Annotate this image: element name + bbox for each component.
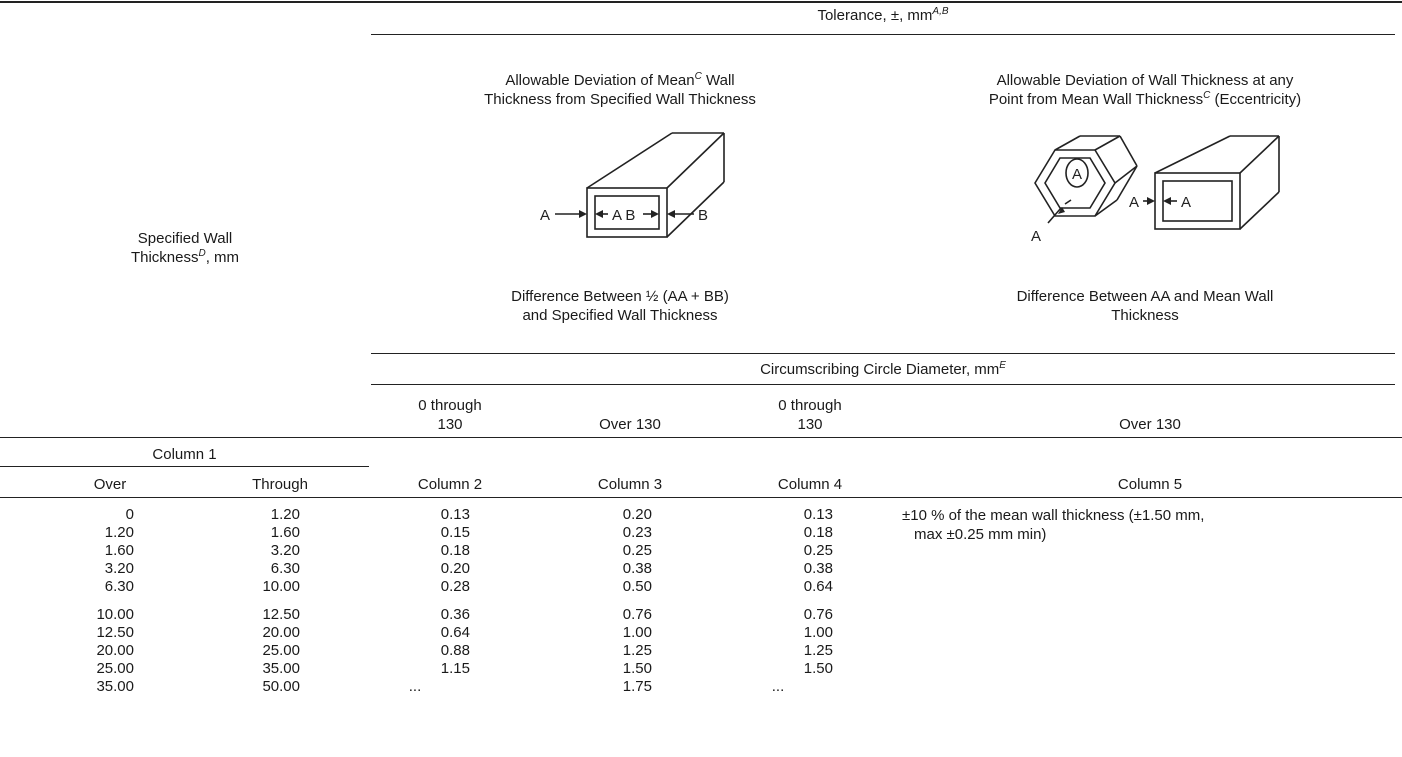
range-col2: 0 through 130 — [418, 397, 482, 433]
table-cell: 10.00 — [262, 578, 300, 595]
table-cell: 0.28 — [440, 578, 470, 595]
eccentricity-figure: A A A A — [1031, 135, 1280, 245]
table-cell: 1.50 — [803, 660, 833, 677]
hex-label-a-outer: A — [1031, 228, 1041, 245]
range-col4: 0 through 130 — [778, 397, 842, 433]
label-b-right: B — [698, 207, 708, 224]
table-cell: 1.25 — [622, 642, 652, 659]
label-ab-inner: A B — [612, 207, 635, 224]
mean-deviation-heading: Allowable Deviation of MeanC Wall Thickn… — [484, 71, 756, 109]
range-header-rule — [0, 437, 1402, 438]
table-cell: 0.88 — [440, 642, 470, 659]
table-cell: 0.20 — [622, 506, 652, 523]
table-cell: 1.15 — [440, 660, 470, 677]
table-cell: 0.18 — [440, 542, 470, 559]
table-cell: 12.50 — [96, 624, 134, 641]
table-cell: 0.13 — [803, 506, 833, 523]
table-cell: 6.30 — [104, 578, 134, 595]
specified-wall-heading: Specified Wall ThicknessD, mm — [130, 230, 240, 266]
table-cell: ... — [408, 678, 422, 695]
table-cell: 0.64 — [440, 624, 470, 641]
table-cell: 1.50 — [622, 660, 652, 677]
eccentricity-heading: Allowable Deviation of Wall Thickness at… — [988, 72, 1302, 108]
column1-rule — [0, 466, 369, 467]
table-cell: 0.36 — [440, 606, 470, 623]
table-cell: 3.20 — [270, 542, 300, 559]
through-heading: Through — [252, 476, 308, 493]
table-cell: 0.13 — [440, 506, 470, 523]
circ-top-rule — [371, 353, 1395, 354]
table-cell: 0.38 — [622, 560, 652, 577]
table-cell: 0.20 — [440, 560, 470, 577]
column1-heading: Column 1 — [152, 446, 217, 463]
table-cell: 35.00 — [96, 678, 134, 695]
column2-heading: Column 2 — [417, 476, 483, 493]
table-cell: 20.00 — [262, 624, 300, 641]
table-cell: 0.25 — [622, 542, 652, 559]
table-cell: 1.60 — [104, 542, 134, 559]
table-cell: 1.20 — [270, 506, 300, 523]
hex-label-a-inner: A — [1072, 166, 1082, 183]
table-cell: 1.25 — [803, 642, 833, 659]
range-col5: Over 130 — [1119, 416, 1181, 433]
table-cell: 0 — [125, 506, 134, 523]
table-cell: 20.00 — [96, 642, 134, 659]
table-cell: 1.75 — [622, 678, 652, 695]
table-cell: 6.30 — [270, 560, 300, 577]
table-top-rule — [0, 1, 1402, 3]
table-cell: 25.00 — [96, 660, 134, 677]
table-cell: 0.23 — [622, 524, 652, 541]
table-cell: 3.20 — [104, 560, 134, 577]
table-cell: 0.38 — [803, 560, 833, 577]
circ-bottom-rule — [371, 384, 1395, 385]
table-cell: 12.50 — [262, 606, 300, 623]
over-heading: Over — [93, 476, 127, 493]
table-cell: 35.00 — [262, 660, 300, 677]
column-header-rule — [0, 497, 1402, 498]
range-col3: Over 130 — [599, 416, 661, 433]
table-cell: 0.25 — [803, 542, 833, 559]
difference-ecc-text: Difference Between AA and Mean Wall Thic… — [1016, 288, 1274, 324]
table-cell: 1.60 — [270, 524, 300, 541]
table-cell: 0.76 — [622, 606, 652, 623]
rect-label-a-outer: A — [1129, 194, 1139, 211]
table-cell: 10.00 — [96, 606, 134, 623]
column5-note: ±10 % of the mean wall thickness (±1.50 … — [902, 507, 1205, 543]
table-cell: ... — [771, 678, 785, 695]
difference-mean-text: Difference Between ½ (AA + BB) and Speci… — [511, 288, 729, 324]
table-cell: 0.64 — [803, 578, 833, 595]
rect-label-a-inner: A — [1181, 194, 1191, 211]
table-cell: 50.00 — [262, 678, 300, 695]
table-cell: 0.76 — [803, 606, 833, 623]
label-a-left: A — [540, 207, 550, 224]
table-cell: 1.00 — [622, 624, 652, 641]
tolerance-rule — [371, 34, 1395, 35]
table-cell: 25.00 — [262, 642, 300, 659]
table-cell: 1.20 — [104, 524, 134, 541]
table-cell: 1.00 — [803, 624, 833, 641]
column4-heading: Column 4 — [777, 476, 843, 493]
rectangular-tube-figure: A A B B — [540, 132, 725, 238]
circumscribing-heading: Circumscribing Circle Diameter, mmE — [760, 360, 1006, 379]
column5-heading: Column 5 — [1117, 476, 1183, 493]
column3-heading: Column 3 — [597, 476, 663, 493]
table-cell: 0.18 — [803, 524, 833, 541]
table-cell: 0.50 — [622, 578, 652, 595]
table-cell: 0.15 — [440, 524, 470, 541]
tolerance-heading: Tolerance, ±, mmA,B — [817, 6, 949, 25]
